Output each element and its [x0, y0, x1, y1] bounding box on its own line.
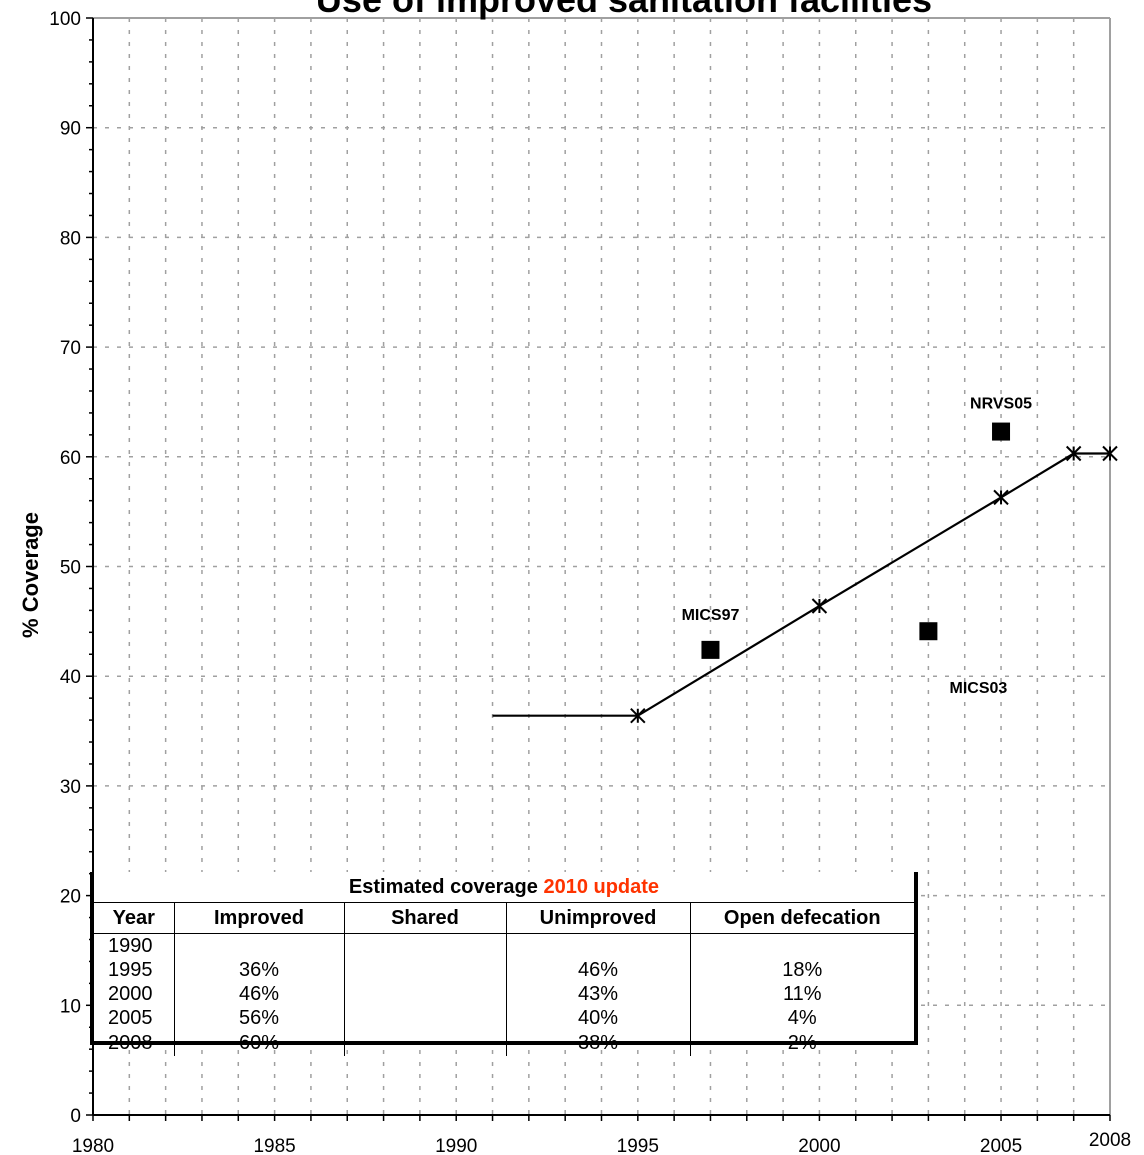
cell-open-defecation: 18% — [689, 958, 914, 982]
coverage-table-grid: Year Improved Shared Unimproved Open def… — [94, 902, 914, 1056]
y-tick-label: 20 — [60, 887, 81, 908]
cell-year: 2008 — [94, 1030, 175, 1056]
cell-unimproved: 40% — [505, 1006, 691, 1030]
y-tick-label: 60 — [60, 448, 81, 469]
estimate-marker — [1065, 445, 1082, 462]
header-year: Year — [94, 902, 175, 934]
y-tick-label: 0 — [70, 1106, 81, 1127]
table-row: 2000 46% 43% 11% — [94, 982, 914, 1006]
cell-open-defecation: 2% — [689, 1030, 914, 1056]
header-improved: Improved — [173, 902, 345, 934]
y-tick-label: 80 — [60, 228, 81, 249]
estimate-marker — [630, 707, 646, 724]
x-tick-label: 2000 — [798, 1136, 840, 1155]
table-row: 2008 60% 38% 2% — [94, 1030, 914, 1056]
survey-point — [992, 422, 1011, 441]
chart-title: Use of improved sanitation facilities — [316, 0, 932, 20]
cell-unimproved — [505, 933, 691, 958]
x-tick-label: 1985 — [253, 1136, 295, 1155]
table-row: 1995 36% 46% 18% — [94, 958, 914, 982]
cell-year: 2000 — [94, 982, 175, 1006]
cell-shared — [343, 982, 507, 1006]
cell-year: 2005 — [94, 1006, 175, 1030]
estimate-line — [492, 452, 1110, 717]
table-title: Estimated coverage 2010 update — [94, 872, 914, 902]
cell-unimproved: 38% — [505, 1030, 691, 1056]
header-shared: Shared — [343, 902, 507, 934]
table-row: 2005 56% 40% 4% — [94, 1006, 914, 1030]
data-marks: MICS97 MICS03 NRVS05 — [492, 396, 1118, 724]
y-tick-label: 90 — [60, 119, 81, 140]
x-tick-label: 1990 — [435, 1136, 477, 1155]
y-axis-label: % Coverage — [18, 512, 43, 638]
cell-open-defecation — [689, 933, 914, 958]
survey-point — [919, 622, 938, 641]
y-tick-label: 30 — [60, 777, 81, 798]
cell-open-defecation: 11% — [689, 982, 914, 1006]
cell-year: 1995 — [94, 958, 175, 982]
cell-unimproved: 43% — [505, 982, 691, 1006]
cell-improved: 60% — [173, 1030, 345, 1056]
survey-point-label: NRVS05 — [970, 396, 1032, 413]
x-tick-label: 1995 — [617, 1136, 659, 1155]
estimate-marker — [1102, 445, 1118, 462]
table-title-highlight: 2010 update — [543, 876, 660, 898]
table-row: 1990 — [94, 933, 914, 958]
cell-open-defecation: 4% — [689, 1006, 914, 1030]
y-tick-label: 40 — [60, 667, 81, 688]
y-tick-label: 50 — [60, 558, 81, 579]
cell-shared — [343, 958, 507, 982]
estimate-marker — [993, 489, 1009, 506]
survey-point-label: MICS03 — [949, 680, 1007, 697]
x-tick-label: 2005 — [980, 1136, 1022, 1155]
cell-shared — [343, 1030, 507, 1056]
header-open-defecation: Open defecation — [689, 902, 914, 934]
cell-improved — [173, 933, 345, 958]
cell-shared — [343, 1006, 507, 1030]
table-title-prefix: Estimated coverage — [348, 876, 544, 898]
y-tick-label: 10 — [60, 996, 81, 1017]
y-tick-label: 100 — [49, 9, 81, 30]
coverage-table: Estimated coverage 2010 update Year Impr… — [90, 872, 918, 1056]
header-unimproved: Unimproved — [505, 902, 691, 934]
cell-improved: 46% — [173, 982, 345, 1006]
survey-point-label: MICS97 — [682, 607, 740, 624]
x-tick-label: 2008 — [1089, 1130, 1131, 1151]
survey-point — [701, 640, 720, 659]
cell-unimproved: 46% — [505, 958, 691, 982]
cell-improved: 56% — [173, 1006, 345, 1030]
cell-year: 1990 — [94, 933, 175, 958]
table-header-row: Year Improved Shared Unimproved Open def… — [94, 902, 914, 934]
estimate-marker — [811, 598, 828, 614]
cell-shared — [343, 933, 507, 958]
x-tick-label: 1980 — [72, 1136, 114, 1155]
cell-improved: 36% — [173, 958, 345, 982]
y-tick-label: 70 — [60, 338, 81, 359]
